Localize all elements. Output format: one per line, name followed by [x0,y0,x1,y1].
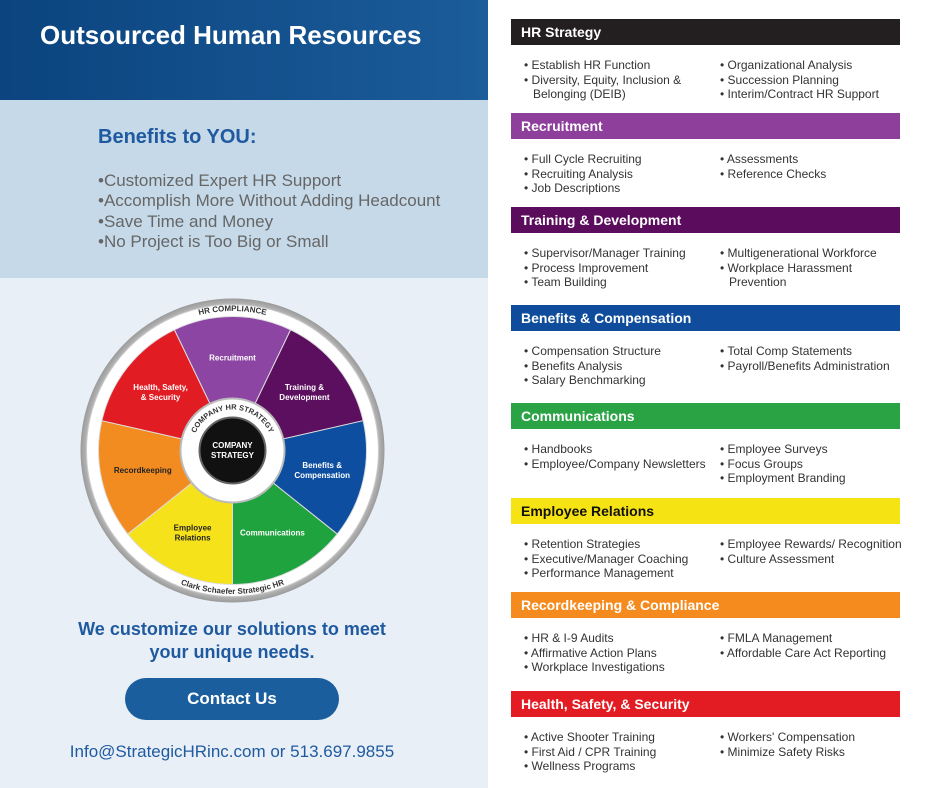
section-header: Training & Development [511,207,900,233]
contact-button[interactable]: Contact Us [125,678,339,720]
section-header: Employee Relations [511,498,900,524]
service-item: Retention Strategies [524,537,710,552]
service-item: First Aid / CPR Training [524,745,710,760]
service-item: Supervisor/Manager Training [524,246,710,261]
benefit-item: Accomplish More Without Adding Headcount [98,191,440,211]
service-item: Minimize Safety Risks [720,745,904,760]
wedge-label: Development [279,393,330,402]
service-item: Executive/Manager Coaching [524,552,710,567]
section-list: Active Shooter TrainingFirst Aid / CPR T… [524,730,710,774]
section-list: Compensation StructureBenefits AnalysisS… [524,344,710,388]
wedge-label: Communications [240,528,305,537]
section-header: Communications [511,403,900,429]
section-list: Total Comp StatementsPayroll/Benefits Ad… [720,344,904,373]
service-item: Succession Planning [720,73,904,88]
service-item: Job Descriptions [524,181,710,196]
service-item: Compensation Structure [524,344,710,359]
service-item: Workers' Compensation [720,730,904,745]
service-item: Affirmative Action Plans [524,646,710,661]
service-item: Employee Rewards/ Recognition [720,537,904,552]
service-item: Culture Assessment [720,552,904,567]
service-item: Team Building [524,275,710,290]
benefits-list: Customized Expert HR SupportAccomplish M… [98,171,440,252]
service-item: Interim/Contract HR Support [720,87,904,102]
section-list: Retention StrategiesExecutive/Manager Co… [524,537,710,581]
service-item: FMLA Management [720,631,904,646]
section-list: Workers' CompensationMinimize Safety Ris… [720,730,904,759]
benefit-item: No Project is Too Big or Small [98,232,440,252]
benefit-item: Customized Expert HR Support [98,171,440,191]
service-item: Employee Surveys [720,442,904,457]
service-item: Diversity, Equity, Inclusion & Belonging… [524,73,710,102]
benefits-band: Benefits to YOU: Customized Expert HR Su… [0,100,488,278]
wedge-label: Recordkeeping [114,466,172,475]
section-header: HR Strategy [511,19,900,45]
service-item: Employee/Company Newsletters [524,457,710,472]
service-item: Employment Branding [720,471,904,486]
section-list: HandbooksEmployee/Company Newsletters [524,442,710,471]
service-item: Organizational Analysis [720,58,904,73]
service-item: Full Cycle Recruiting [524,152,710,167]
section-list: Full Cycle RecruitingRecruiting Analysis… [524,152,710,196]
wedge [173,316,292,452]
service-item: Focus Groups [720,457,904,472]
section-header: Health, Safety, & Security [511,691,900,717]
section-list: Organizational AnalysisSuccession Planni… [720,58,904,102]
service-item: Recruiting Analysis [524,167,710,182]
section-list: Supervisor/Manager TrainingProcess Impro… [524,246,710,290]
service-item: Workplace Investigations [524,660,710,675]
wedge-label: Health, Safety, [133,383,188,392]
outer-top-label: HR COMPLIANCE [197,304,268,317]
page-title: Outsourced Human Resources [40,20,422,50]
service-item: Performance Management [524,566,710,581]
contact-info: Info@StrategicHRinc.com or 513.697.9855 [69,742,395,761]
section-list: Establish HR FunctionDiversity, Equity, … [524,58,710,102]
service-item: Assessments [720,152,904,167]
section-list: Multigenerational WorkforceWorkplace Har… [720,246,904,290]
outer-top-text: HR COMPLIANCE [197,304,268,317]
service-item: Wellness Programs [524,759,710,774]
wedge-label: Recruitment [209,354,256,363]
service-item: Salary Benchmarking [524,373,710,388]
service-item: Multigenerational Workforce [720,246,904,261]
wedge-label: Relations [175,533,212,542]
center-label: STRATEGY [211,451,255,460]
title-band: Outsourced Human Resources [0,0,488,100]
service-item: Process Improvement [524,261,710,276]
tagline: We customize our solutions to meet [78,619,386,639]
service-item: Reference Checks [720,167,904,182]
service-wheel: Recruitment Training &Development Benefits… [80,298,385,603]
service-item: HR & I-9 Audits [524,631,710,646]
wedge-label: & Security [141,393,181,402]
section-header: Benefits & Compensation [511,305,900,331]
center-label: COMPANY [212,441,253,450]
service-item: Total Comp Statements [720,344,904,359]
tagline: your unique needs. [149,642,315,662]
service-item: Affordable Care Act Reporting [720,646,904,661]
section-header: Recruitment [511,113,900,139]
service-item: Handbooks [524,442,710,457]
service-item: Establish HR Function [524,58,710,73]
benefits-title: Benefits to YOU: [98,126,257,148]
section-list: AssessmentsReference Checks [720,152,904,181]
wedge-label: Benefits & [302,461,342,470]
section-list: Employee Rewards/ RecognitionCulture Ass… [720,537,904,566]
service-item: Workplace Harassment Prevention [720,261,904,290]
section-header: Recordkeeping & Compliance [511,592,900,618]
section-list: FMLA ManagementAffordable Care Act Repor… [720,631,904,660]
center-disc [198,416,267,485]
wedge-label: Training & [285,383,324,392]
section-list: Employee SurveysFocus GroupsEmployment B… [720,442,904,486]
benefit-item: Save Time and Money [98,212,440,232]
service-item: Payroll/Benefits Administration [720,359,904,374]
wedge-label: Compensation [294,471,350,480]
section-list: HR & I-9 AuditsAffirmative Action PlansW… [524,631,710,675]
service-item: Active Shooter Training [524,730,710,745]
wedge-label: Employee [174,523,212,532]
service-item: Benefits Analysis [524,359,710,374]
